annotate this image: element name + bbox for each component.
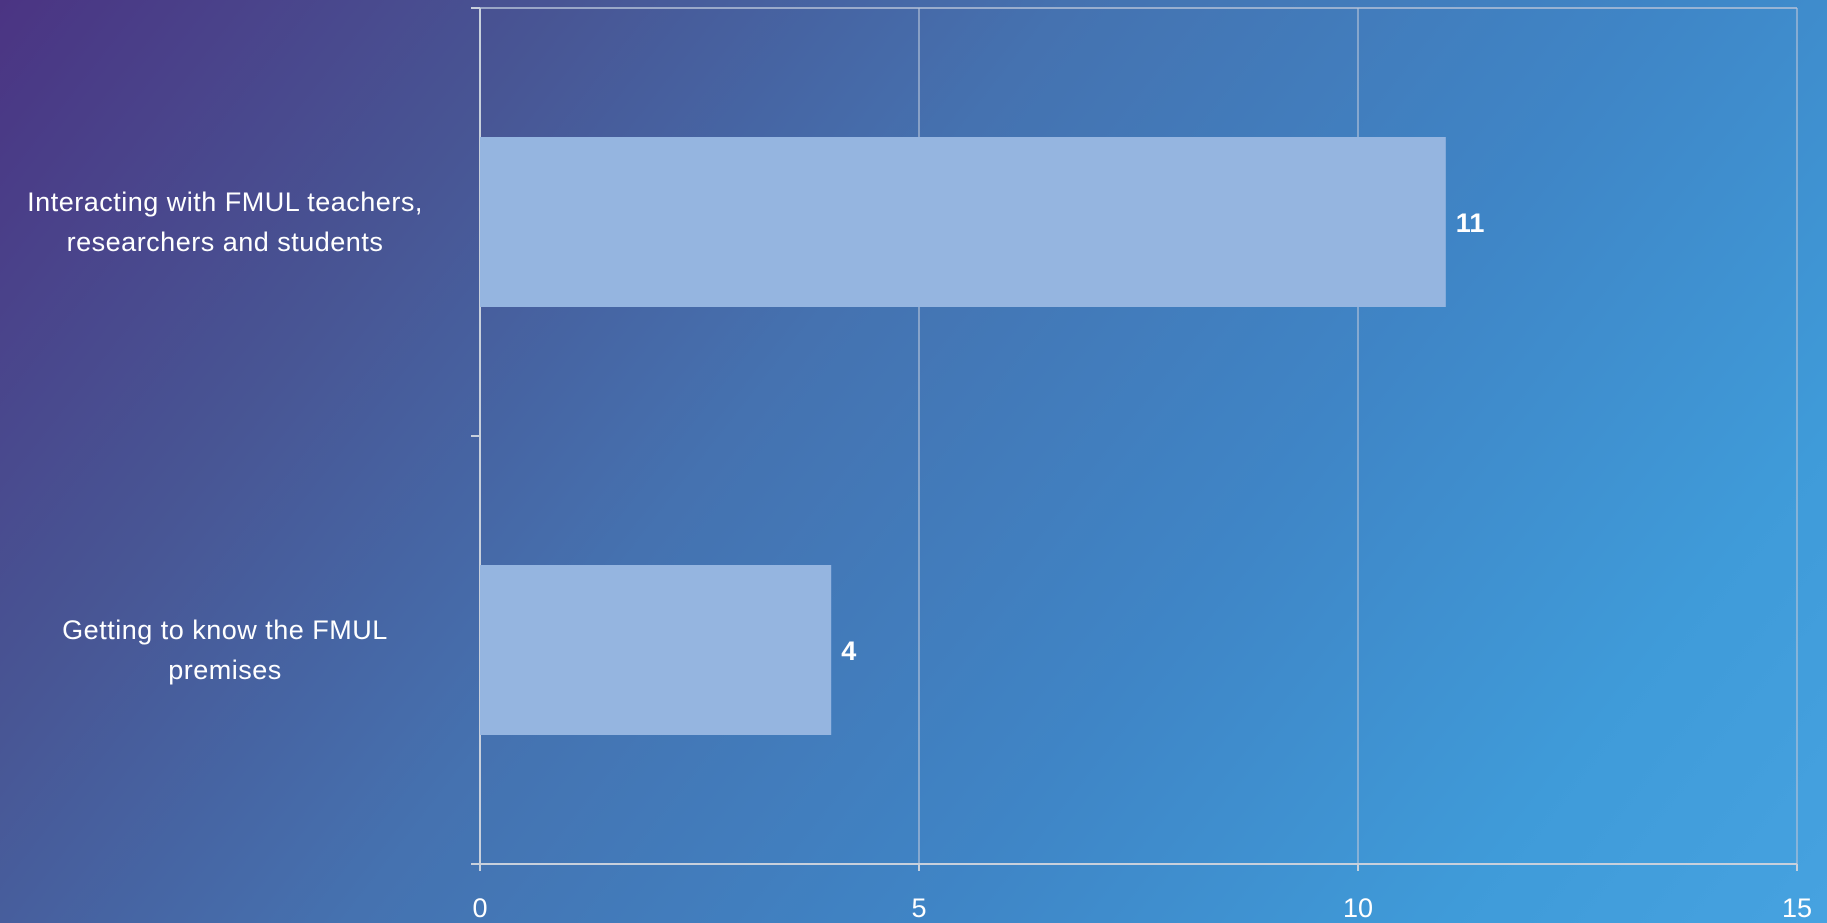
category-label-2-line-2: premises — [168, 655, 282, 685]
x-tick-label-0: 0 — [472, 893, 487, 923]
category-label-2: Getting to know the FMUL premises — [0, 610, 455, 690]
data-label-1: 11 — [1456, 208, 1485, 238]
bar-2 — [480, 565, 832, 735]
category-label-1: Interacting with FMUL teachers, researche… — [0, 182, 455, 262]
category-label-1-line-2: researchers and students — [66, 227, 384, 257]
category-label-1-line-1: Interacting with FMUL teachers, — [27, 187, 423, 217]
data-label-2: 4 — [841, 636, 856, 666]
x-tick-label-10: 10 — [1343, 893, 1373, 923]
category-label-2-line-1: Getting to know the FMUL — [62, 615, 388, 645]
bar-1 — [480, 137, 1446, 307]
x-tick-label-15: 15 — [1782, 893, 1812, 923]
x-tick-label-5: 5 — [911, 893, 926, 923]
